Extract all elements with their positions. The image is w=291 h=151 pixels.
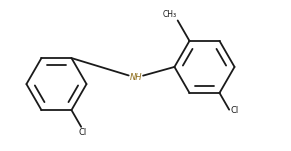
Text: CH₃: CH₃ <box>162 10 177 19</box>
Text: Cl: Cl <box>230 106 239 115</box>
Text: NH: NH <box>129 73 142 82</box>
Text: Cl: Cl <box>78 128 86 137</box>
